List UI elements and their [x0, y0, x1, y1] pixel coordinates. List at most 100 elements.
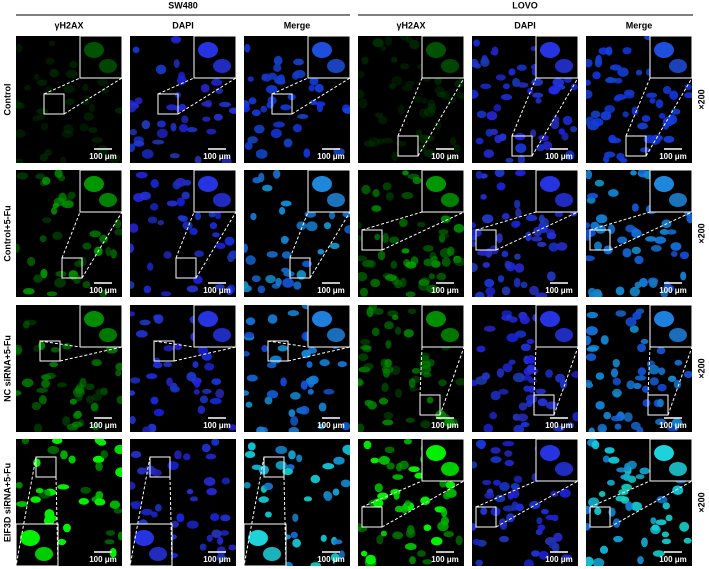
nucleus	[358, 222, 363, 229]
nucleus	[531, 78, 544, 86]
nucleus	[142, 426, 152, 432]
roi-box	[263, 456, 285, 478]
inset-nucleus	[248, 530, 268, 546]
nucleus	[403, 439, 412, 445]
nucleus	[21, 439, 30, 445]
nucleus	[306, 221, 318, 232]
nucleus	[384, 274, 397, 282]
nucleus	[69, 398, 77, 405]
nucleus	[666, 229, 677, 235]
nucleus	[380, 530, 387, 537]
inset-nucleus	[84, 176, 104, 192]
nucleus	[670, 242, 682, 251]
nucleus	[434, 120, 442, 130]
nucleus	[443, 491, 451, 500]
zoom-line	[130, 456, 151, 566]
nucleus	[143, 285, 152, 294]
nucleus	[82, 242, 92, 250]
nucleus	[562, 115, 573, 126]
micrograph: 100 μm	[586, 170, 692, 297]
nucleus	[408, 378, 416, 388]
roi-box	[43, 93, 65, 115]
inset-nucleus	[198, 311, 218, 327]
nucleus	[201, 352, 213, 361]
zoom-line	[495, 211, 578, 251]
nucleus	[635, 474, 645, 480]
nucleus	[555, 373, 566, 383]
inset-bg	[421, 439, 464, 482]
nucleus	[181, 115, 189, 124]
nucleus	[397, 104, 405, 115]
nucleus	[166, 104, 178, 111]
nucleus	[303, 496, 313, 502]
inset-nucleus	[654, 42, 674, 58]
nucleus	[214, 284, 225, 290]
nucleus	[622, 248, 632, 258]
inset-nucleus	[213, 193, 231, 207]
inset-nucleus	[654, 176, 674, 192]
nucleus	[608, 456, 620, 464]
nucleus	[211, 78, 223, 87]
nucleus	[23, 320, 30, 329]
nucleus	[16, 172, 28, 180]
nucleus	[546, 232, 557, 240]
nucleus	[594, 58, 602, 68]
nucleus	[368, 402, 378, 409]
zoom-line	[173, 346, 236, 362]
nucleus	[33, 274, 43, 283]
nucleus	[344, 225, 350, 234]
nucleus	[553, 425, 566, 432]
roi-box	[35, 456, 57, 478]
zoom-line	[589, 480, 651, 508]
nucleus	[407, 308, 417, 314]
nucleus	[33, 458, 41, 468]
nucleus	[154, 503, 162, 512]
nucleus	[108, 153, 121, 163]
nucleus	[532, 92, 544, 98]
nucleus	[499, 482, 510, 492]
nucleus	[323, 222, 332, 230]
nucleus	[212, 232, 220, 238]
nucleus	[228, 544, 236, 551]
nucleus	[622, 111, 629, 118]
nucleus	[654, 418, 666, 426]
nucleus	[290, 392, 301, 400]
nucleus	[170, 122, 177, 132]
nucleus	[472, 228, 482, 238]
nucleus	[594, 179, 605, 187]
nucleus	[530, 46, 537, 52]
nucleus	[358, 89, 365, 99]
nucleus	[529, 285, 539, 296]
nucleus	[186, 488, 194, 495]
roi-box	[511, 135, 533, 157]
nucleus	[206, 128, 217, 135]
nucleus	[358, 423, 365, 432]
nucleus	[507, 491, 514, 500]
nucleus	[566, 422, 575, 429]
nucleus	[394, 279, 402, 289]
nucleus	[290, 415, 299, 426]
inset-bg	[307, 305, 350, 348]
nucleus	[44, 149, 52, 156]
nucleus	[459, 94, 464, 101]
nucleus	[642, 385, 650, 393]
micrograph: 100 μm	[472, 305, 578, 432]
micrograph: 100 μm	[358, 170, 464, 297]
nucleus	[648, 278, 658, 288]
nucleus	[536, 241, 547, 247]
roi-box	[39, 340, 61, 362]
nucleus	[443, 418, 455, 428]
nucleus	[472, 523, 477, 531]
nucleus	[363, 440, 372, 450]
nucleus	[131, 503, 140, 510]
nucleus	[141, 149, 154, 159]
nucleus	[72, 274, 81, 285]
inset-nucleus	[84, 311, 104, 327]
inset-nucleus	[426, 445, 446, 461]
nucleus	[372, 498, 384, 508]
nucleus	[280, 235, 289, 245]
roi-box	[625, 135, 647, 157]
nucleus	[46, 291, 58, 297]
scale-label: 100 μm	[89, 555, 117, 564]
nucleus	[391, 151, 399, 161]
